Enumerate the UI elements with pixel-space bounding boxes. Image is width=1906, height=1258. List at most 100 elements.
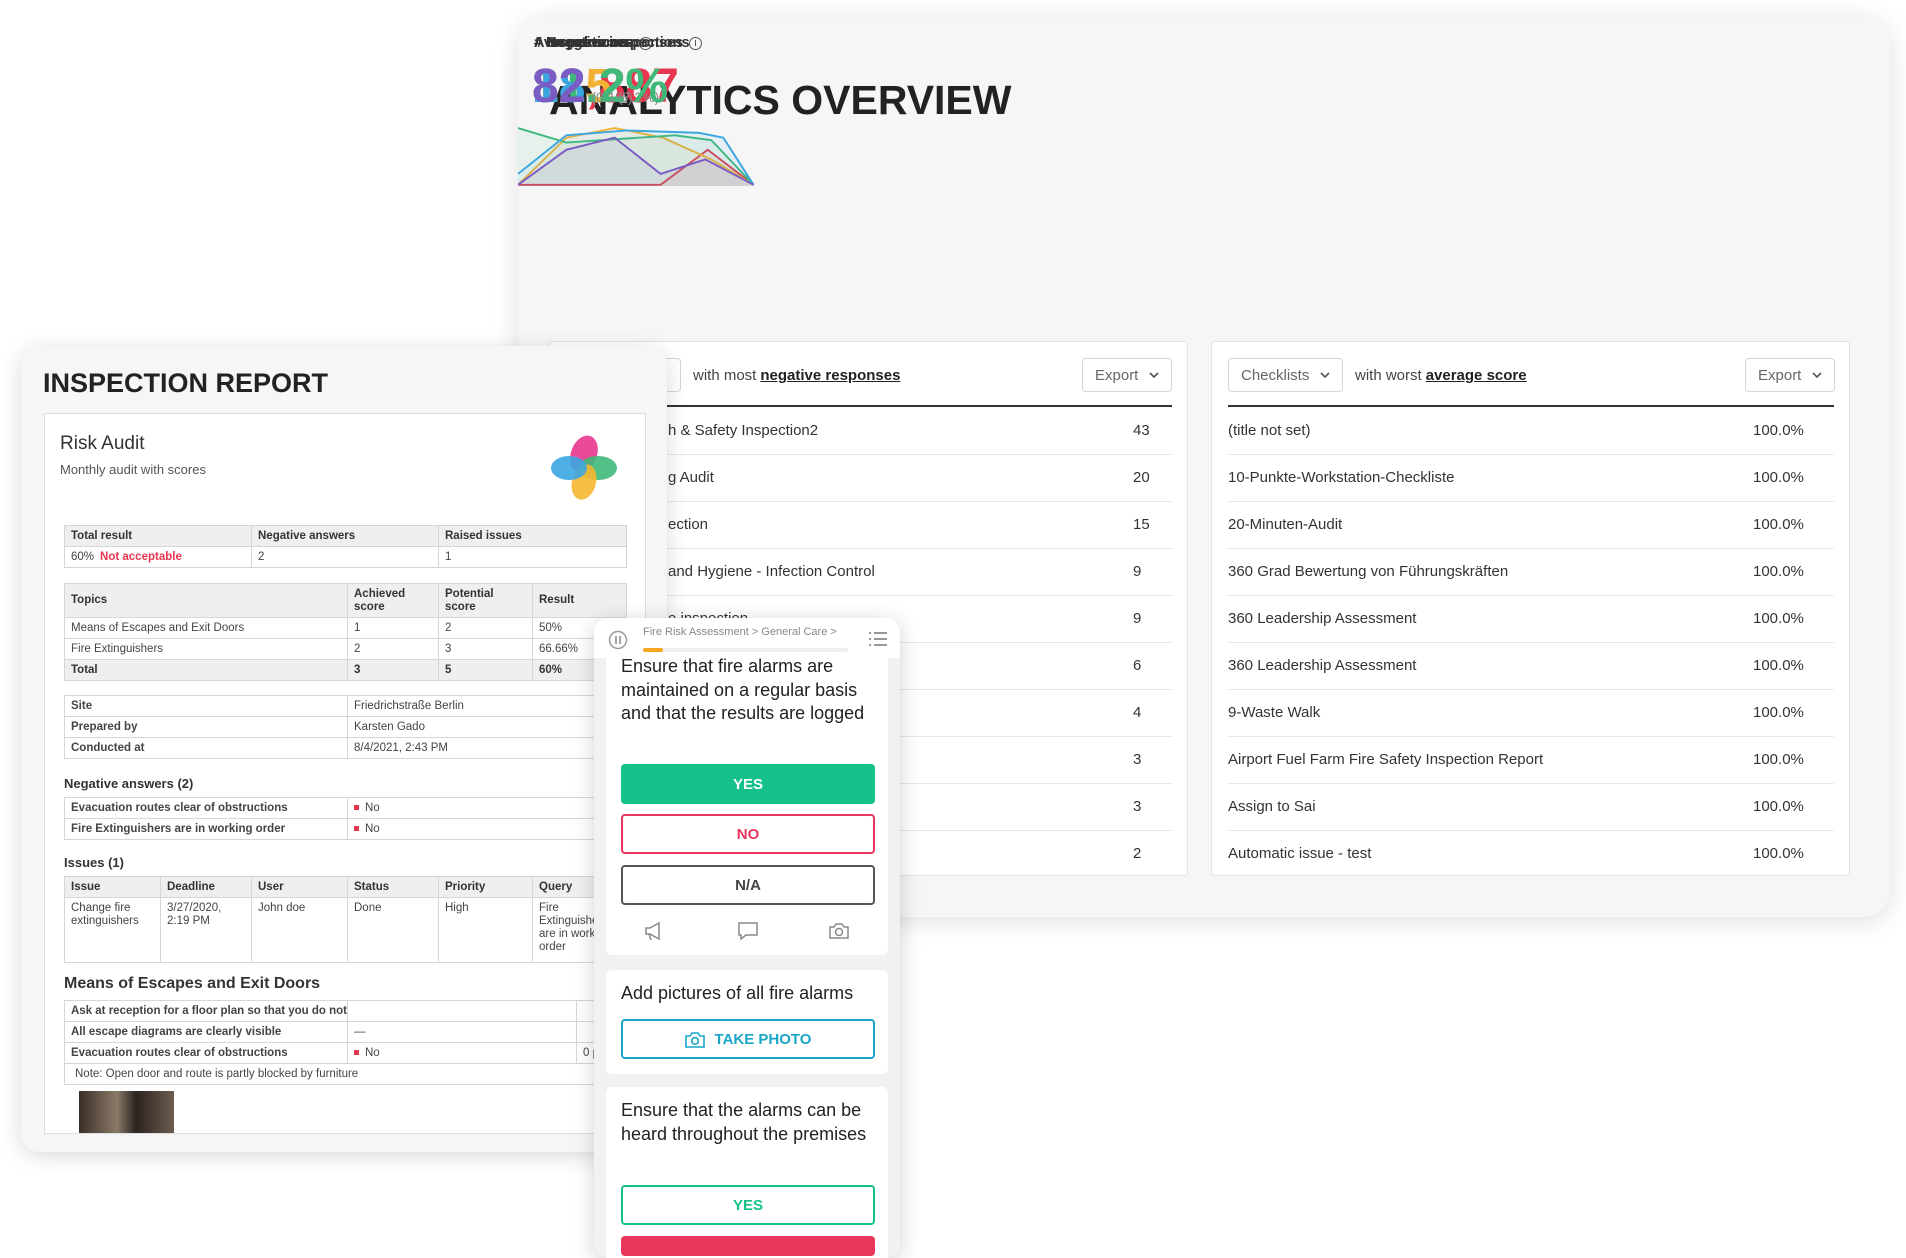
export-label: Export	[1758, 366, 1802, 384]
row-value: 100.0%	[1753, 704, 1804, 721]
header-cell: Topics	[64, 583, 348, 618]
table-row: Means of Escapes and Exit Doors 1 2 50%	[64, 617, 627, 639]
table-cell: 1	[438, 546, 627, 568]
no-button[interactable]	[621, 1236, 875, 1256]
row-name: 20-Minuten-Audit	[1228, 516, 1343, 533]
table-row[interactable]: 10-Punkte-Workstation-Checkliste 100.0%	[1228, 454, 1834, 502]
dropdown[interactable]: Checklists	[1228, 358, 1343, 392]
row-value: 100.0%	[1753, 610, 1804, 627]
app-header: Fire Risk Assessment > General Care >	[594, 618, 900, 658]
no-button[interactable]: NO	[621, 814, 875, 854]
row-value: 6	[1133, 657, 1142, 674]
kpi-note: (0.1%)	[591, 89, 633, 105]
separator	[566, 405, 1172, 407]
kpi-label-text: # Issues	[534, 35, 592, 51]
breadcrumb: Fire Risk Assessment > General Care >	[643, 626, 837, 638]
table-row[interactable]: 20-Minuten-Audit 100.0%	[1228, 501, 1834, 549]
mobile-app: Ensure that fire alarms are maintained o…	[594, 618, 900, 1258]
kpi-number: 18	[532, 60, 586, 113]
table-cell: Fire Extinguishers	[64, 638, 348, 660]
row-value: 3	[1133, 798, 1142, 815]
pause-icon[interactable]	[608, 630, 628, 650]
sparkline-area	[518, 137, 754, 186]
table-row[interactable]: 360 Leadership Assessment 100.0%	[1228, 595, 1834, 643]
table-row: Evacuation routes clear of obstructions N…	[64, 1042, 627, 1064]
table-cell: Prepared by	[64, 716, 348, 738]
separator	[1228, 405, 1834, 407]
header-cell: Result	[532, 583, 627, 618]
table-cell: 5	[438, 659, 533, 681]
kpi-number: 125	[532, 60, 613, 113]
na-button[interactable]: N/A	[621, 865, 875, 905]
table-row[interactable]: Airport Fuel Farm Fire Safety Inspection…	[1228, 736, 1834, 784]
table-cell: Conducted at	[64, 737, 348, 759]
header-metric[interactable]: average score	[1425, 367, 1527, 384]
export-button[interactable]: Export	[1745, 358, 1835, 392]
report-table: Issue Deadline User Status Priority Query Chan…	[64, 876, 627, 963]
kpi-value: 82	[532, 59, 585, 114]
sparkline-line	[518, 127, 755, 186]
table-cell: 2	[251, 546, 439, 568]
table-cell: Done	[347, 897, 439, 963]
dropdown-label: Checklists	[1241, 366, 1310, 384]
header-row: Total result Negative answers Raised issue…	[64, 525, 627, 547]
comment-icon[interactable]	[737, 921, 759, 941]
table-cell: 3	[438, 638, 533, 660]
yes-button[interactable]: YES	[621, 1185, 875, 1225]
sparkline-line	[518, 129, 755, 186]
table-cell: Total	[64, 659, 348, 681]
table-cell: High	[438, 897, 533, 963]
header-cell: Priority	[438, 876, 533, 898]
report-table: Site Friedrichstraße Berlin Prepared by Kar…	[64, 695, 627, 759]
export-button[interactable]: Export	[1082, 358, 1172, 392]
sparkline-line	[518, 136, 755, 186]
row-name: g Audit	[668, 469, 714, 486]
list-icon[interactable]	[868, 631, 888, 647]
table-row[interactable]: 360 Leadership Assessment 100.0%	[1228, 642, 1834, 690]
row-value: 9	[1133, 610, 1142, 627]
table-row[interactable]: h & Safety Inspection2 43	[566, 407, 1172, 455]
info-icon[interactable]	[639, 36, 653, 50]
table-row: Conducted at 8/4/2021, 2:43 PM	[64, 737, 627, 759]
kpi-value: 125 (7.2%)	[532, 59, 659, 114]
row-value: 100.0%	[1753, 469, 1804, 486]
table-cell: Friedrichstraße Berlin	[347, 695, 627, 717]
note-row: Note: Open door and route is partly bloc…	[64, 1063, 627, 1085]
table-row[interactable]: g Audit 20	[566, 454, 1172, 502]
table-cell: Ask at reception for a floor plan so tha…	[64, 1000, 348, 1022]
info-icon[interactable]	[689, 36, 703, 50]
table-row: Change fire extinguishers 3/27/2020, 2:19…	[64, 897, 627, 963]
table-row: All escape diagrams are clearly visible —	[64, 1021, 627, 1043]
yes-button[interactable]: YES	[621, 764, 875, 804]
table-row[interactable]: and Hygiene - Infection Control 9	[566, 548, 1172, 596]
table-row[interactable]: (title not set) 100.0%	[1228, 407, 1834, 455]
section-heading: Issues (1)	[64, 855, 124, 870]
table-row[interactable]: Automatic issue - test 100.0%	[1228, 830, 1834, 877]
table-row: Ask at reception for a floor plan so tha…	[64, 1000, 627, 1022]
header-metric[interactable]: negative responses	[760, 367, 901, 384]
header-prefix: with most	[693, 367, 757, 384]
table-row[interactable]: Assign to Sai 100.0%	[1228, 783, 1834, 831]
note-cell: Note: Open door and route is partly bloc…	[64, 1063, 627, 1085]
row-value: 43	[1133, 422, 1150, 439]
table-row[interactable]: 9-Waste Walk 100.0%	[1228, 689, 1834, 737]
section-heading: Negative answers (2)	[64, 776, 194, 791]
take-photo-button[interactable]: TAKE PHOTO	[621, 1019, 875, 1059]
table-row: Fire Extinguishers 2 3 66.66%	[64, 638, 627, 660]
row-name: (title not set)	[1228, 422, 1311, 439]
row-value: 100.0%	[1753, 845, 1804, 862]
chevron	[1812, 372, 1822, 378]
header-row: Issue Deadline User Status Priority Query	[64, 876, 627, 898]
row-value: 100.0%	[1753, 798, 1804, 815]
table-cell: John doe	[251, 897, 348, 963]
audit-name: Risk Audit	[60, 433, 145, 454]
header-cell: Total result	[64, 525, 252, 547]
sparkline-area	[518, 130, 754, 186]
camera-icon[interactable]	[828, 921, 850, 941]
action-icon[interactable]	[643, 921, 665, 941]
table-row[interactable]: ection 15	[566, 501, 1172, 549]
table-row[interactable]: 360 Grad Bewertung von Führungskräften 10…	[1228, 548, 1834, 596]
header-cell: Potential score	[438, 583, 533, 618]
card-header: with most negative responses	[693, 367, 900, 384]
table-row[interactable]: 2	[566, 830, 1172, 877]
